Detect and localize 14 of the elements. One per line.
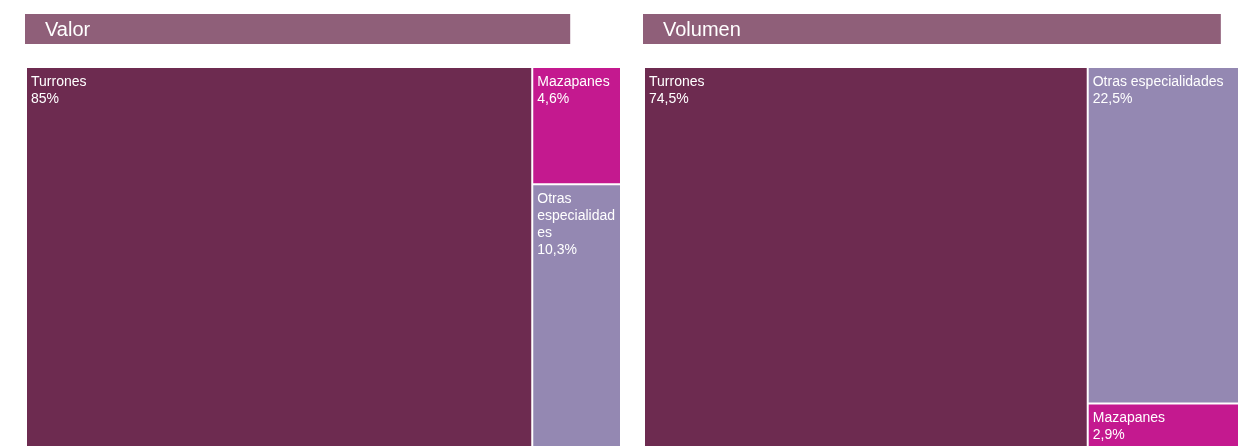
data-label: 10,3% xyxy=(537,240,577,257)
data-label: 74,5% xyxy=(649,89,689,106)
data-label: 2,9% xyxy=(1092,426,1125,443)
category-label: Turrones xyxy=(31,72,87,89)
text: Volumen xyxy=(663,18,741,40)
data-label: 85% xyxy=(31,89,60,106)
category-label: Mazapanes xyxy=(537,72,610,89)
category-label: Turrones xyxy=(649,72,705,89)
data-label: 22,5% xyxy=(1092,89,1133,106)
text: Valor xyxy=(45,18,91,40)
category-label: Otras especialidades xyxy=(1092,72,1224,89)
data-label: 4,6% xyxy=(537,89,570,106)
category-label: Mazapanes xyxy=(1092,409,1166,426)
category-label: Otras especialidades xyxy=(537,189,616,240)
